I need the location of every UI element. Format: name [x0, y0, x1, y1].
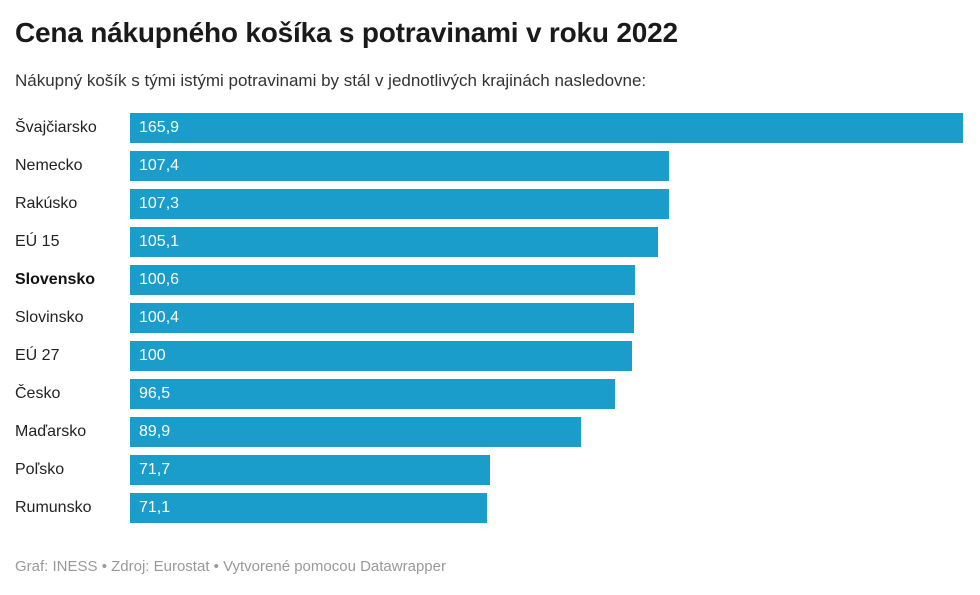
- bar-value-label: 107,3: [139, 195, 180, 212]
- bar-track: 89,9: [130, 417, 963, 447]
- bar-track: 71,1: [130, 493, 963, 523]
- chart-title: Cena nákupného košíka s potravinami v ro…: [15, 17, 678, 48]
- chart-footer-credits: Graf: INESS • Zdroj: Eurostat • Vytvoren…: [15, 558, 446, 575]
- bar-row: Nemecko 107,4: [15, 147, 963, 185]
- bar: 71,7: [130, 455, 491, 485]
- bar-track: 107,4: [130, 151, 963, 181]
- bar: 100,4: [130, 303, 635, 333]
- bar-value-label: 100,6: [139, 271, 180, 288]
- bar-value-label: 89,9: [139, 423, 171, 440]
- bar-row: Rakúsko 107,3: [15, 185, 963, 223]
- category-label: Rakúsko: [15, 195, 78, 212]
- bar-row: Poľsko 71,7: [15, 451, 963, 489]
- category-label: Švajčiarsko: [15, 119, 97, 136]
- category-label: Rumunsko: [15, 499, 92, 516]
- bar: 100,6: [130, 265, 636, 295]
- bar-row: Slovensko 100,6: [15, 261, 963, 299]
- bar-track: 105,1: [130, 227, 963, 257]
- category-label: Poľsko: [15, 461, 65, 478]
- bar-value-label: 100: [139, 347, 166, 364]
- bar-row: Švajčiarsko 165,9: [15, 109, 963, 147]
- bar: 96,5: [130, 379, 615, 409]
- bar-row: Maďarsko 89,9: [15, 413, 963, 451]
- bar-value-label: 100,4: [139, 309, 180, 326]
- bar-row: Rumunsko 71,1: [15, 489, 963, 527]
- bar: 165,9: [130, 113, 963, 143]
- bar: 107,3: [130, 189, 669, 219]
- bar: 71,1: [130, 493, 488, 523]
- bar: 89,9: [130, 417, 582, 447]
- bar: 105,1: [130, 227, 658, 257]
- bar: 107,4: [130, 151, 670, 181]
- bar-value-label: 96,5: [139, 385, 171, 402]
- category-label: Slovinsko: [15, 309, 84, 326]
- bar-row: EÚ 27 100: [15, 337, 963, 375]
- bar-track: 165,9: [130, 113, 963, 143]
- category-label: EÚ 27: [15, 347, 60, 364]
- bar-track: 96,5: [130, 379, 963, 409]
- bar-track: 71,7: [130, 455, 963, 485]
- category-label: Slovensko: [15, 271, 96, 288]
- bar-chart: Švajčiarsko 165,9 Nemecko 107,4 Rakúsko 107,3…: [15, 109, 963, 527]
- category-label: Maďarsko: [15, 423, 87, 440]
- bar-value-label: 165,9: [139, 119, 180, 136]
- bar-value-label: 71,7: [139, 461, 171, 478]
- bar: 100: [130, 341, 633, 371]
- bar-track: 100,4: [130, 303, 963, 333]
- category-label: Česko: [15, 385, 61, 402]
- bar-value-label: 71,1: [139, 499, 171, 516]
- bar-row: Česko 96,5: [15, 375, 963, 413]
- category-label: EÚ 15: [15, 233, 60, 250]
- bar-track: 100: [130, 341, 963, 371]
- chart-subtitle: Nákupný košík s tými istými potravinami …: [15, 71, 647, 90]
- category-label: Nemecko: [15, 157, 83, 174]
- bar-track: 100,6: [130, 265, 963, 295]
- bar-track: 107,3: [130, 189, 963, 219]
- bar-row: EÚ 15 105,1: [15, 223, 963, 261]
- bar-value-label: 105,1: [139, 233, 180, 250]
- bar-value-label: 107,4: [139, 157, 180, 174]
- bar-row: Slovinsko 100,4: [15, 299, 963, 337]
